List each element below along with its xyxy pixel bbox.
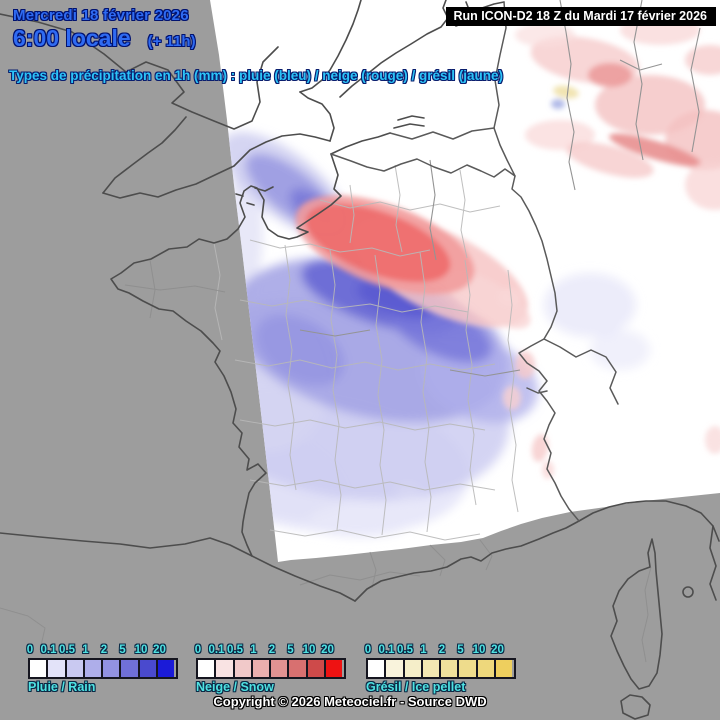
legend-tick-value: 10	[134, 644, 148, 656]
legend-colorbar-snow	[196, 658, 346, 679]
legend-color-cell	[404, 660, 423, 677]
legend-colorbar-icepellet	[366, 658, 516, 679]
legend-label-rain: Pluie / Rain	[28, 680, 96, 694]
legend-tick-value: 0	[26, 644, 34, 656]
legend-color-cell	[66, 660, 85, 677]
legend-color-cell	[48, 660, 67, 677]
legend-tick-value: 0.1	[208, 644, 225, 656]
legend-color-cell	[198, 660, 217, 677]
legend-colorbar-rain	[28, 658, 178, 679]
legend-tick-value: 1	[82, 644, 89, 656]
legend-color-cell	[84, 660, 103, 677]
legend-tick-value: 0.5	[227, 644, 243, 656]
legend-color-cell	[216, 660, 235, 677]
legend-tick-value: 20	[153, 644, 166, 656]
legend-color-cell	[477, 660, 496, 677]
german-state-borders	[559, 0, 701, 191]
forecast-date: Mercredi 18 février 2026	[13, 7, 189, 24]
legend-tick-value: 1	[250, 644, 257, 656]
legend-color-cell	[368, 660, 387, 677]
department-borders	[213, 164, 519, 541]
legend-color-cell	[459, 660, 478, 677]
legend-color-cell	[307, 660, 326, 677]
legend-tick-value: 1	[420, 644, 427, 656]
legend-tick-value: 5	[457, 644, 464, 656]
snow-red-areas	[295, 15, 720, 479]
legend-ticks-rain: 0 0.1 0.5 1 2 5 10 20	[26, 644, 180, 657]
region-borders	[299, 159, 521, 377]
legend-color-cell	[271, 660, 290, 677]
legend-color-cell	[252, 660, 271, 677]
legend-tick-value: 2	[268, 644, 276, 656]
legend-color-cell	[157, 660, 174, 677]
legend-tick-value: 5	[119, 644, 126, 656]
copyright-notice: Copyright © 2026 Meteociel.fr - Source D…	[213, 694, 487, 709]
model-run-banner: Run ICON-D2 18 Z du Mardi 17 février 202…	[446, 7, 716, 26]
legend-color-cell	[121, 660, 140, 677]
legend-label-snow: Neige / Snow	[196, 680, 274, 694]
legend-color-cell	[103, 660, 122, 677]
map-subtitle: Types de précipitation en 1h (mm) : plui…	[9, 68, 504, 83]
legend-tick-value: 2	[100, 644, 108, 656]
legend-color-cell	[422, 660, 441, 677]
legend-color-cell	[289, 660, 308, 677]
legend-scale-rain: 0 0.1 0.5 1 2 5 10 20 Pluie / Rain	[26, 644, 180, 694]
legend-tick-value: 0	[364, 644, 372, 656]
legend-scale-icepellet: 0 0.1 0.5 1 2 5 10 20 Grésil / Ice pellet	[364, 644, 518, 694]
department-borders-outside-domain	[0, 259, 652, 663]
legend-tick-value: 0	[194, 644, 202, 656]
legend-tick-value: 0.5	[397, 644, 413, 656]
legend-color-cell	[495, 660, 512, 677]
legend-color-cell	[386, 660, 405, 677]
legend-ticks-icepellet: 0 0.1 0.5 1 2 5 10 20	[364, 644, 518, 657]
legend-tick-value: 10	[472, 644, 486, 656]
legend-color-cell	[30, 660, 49, 677]
legend-tick-value: 2	[438, 644, 446, 656]
forecast-local-time: 6:00 locale	[13, 25, 131, 51]
legend-color-cell	[139, 660, 158, 677]
forecast-time-row: 6:00 locale (+ 11h)	[13, 25, 196, 52]
legend-tick-value: 10	[302, 644, 316, 656]
legend-color-cell	[325, 660, 342, 677]
legend-ticks-snow: 0 0.1 0.5 1 2 5 10 20	[194, 644, 348, 657]
legend-label-icepellet: Grésil / Ice pellet	[366, 680, 466, 694]
legend-scale-snow: 0 0.1 0.5 1 2 5 10 20 Neige / Snow	[194, 644, 348, 694]
legend-color-cell	[441, 660, 460, 677]
legend-tick-value: 20	[321, 644, 334, 656]
forecast-hour-offset: (+ 11h)	[147, 33, 196, 50]
legend-tick-value: 0.1	[378, 644, 395, 656]
legend-tick-value: 0.5	[59, 644, 75, 656]
icepellet-yellow-areas	[551, 85, 579, 109]
legend-color-cell	[234, 660, 253, 677]
legend-tick-value: 20	[491, 644, 504, 656]
legend-tick-value: 0.1	[40, 644, 57, 656]
legend-tick-value: 5	[287, 644, 294, 656]
